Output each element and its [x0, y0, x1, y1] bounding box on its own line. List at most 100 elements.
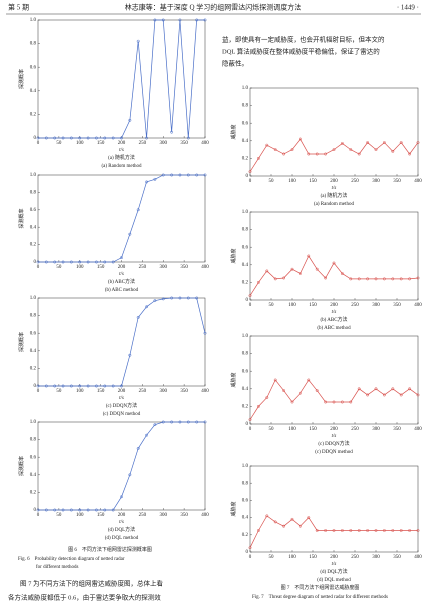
x-tick-label: 150 [97, 265, 105, 270]
x-tick-label: 150 [97, 141, 105, 146]
data-point [349, 148, 353, 152]
data-point [44, 260, 48, 264]
data-point [61, 260, 65, 264]
data-point [340, 400, 344, 404]
data-point [256, 156, 260, 160]
data-point [366, 277, 370, 281]
data-point [111, 384, 115, 388]
x-tick-label: 400 [414, 303, 422, 308]
data-point [391, 387, 395, 391]
y-tick-label: 0.6 [242, 121, 249, 126]
x-tick-label: 300 [160, 141, 168, 146]
series-line [249, 515, 418, 548]
x-tick-label: 200 [118, 389, 126, 394]
x-tick-label: 300 [160, 265, 168, 270]
x-tick-label: 0 [37, 265, 40, 270]
data-point [248, 294, 252, 298]
x-tick-label: 200 [330, 427, 338, 432]
x-tick-label: 50 [269, 179, 275, 184]
data-point [315, 529, 319, 532]
x-tick-label: 350 [180, 141, 188, 146]
panel-title: (c) DDQN method [103, 412, 141, 417]
data-point [340, 141, 344, 145]
x-axis-label: t/s [119, 272, 124, 277]
y-tick-label: 0.2 [30, 367, 37, 372]
data-point [103, 260, 107, 264]
data-point [120, 495, 123, 499]
x-tick-label: 250 [351, 179, 359, 184]
data-point [315, 389, 319, 393]
data-point [53, 260, 57, 264]
data-point [136, 446, 140, 450]
data-point [145, 180, 149, 184]
data-point [61, 136, 65, 140]
x-axis-label: t/s [119, 148, 124, 153]
data-point [145, 305, 149, 309]
x-axis-label: t/s [332, 434, 337, 439]
data-point [282, 276, 286, 280]
panel-title: (a) Random method [102, 164, 142, 169]
data-point [324, 276, 328, 280]
x-tick-label: 400 [201, 513, 209, 518]
data-point [36, 508, 40, 512]
panel-title: (a) Random method [314, 202, 354, 207]
panel-title: (b) ABC方法 [108, 278, 135, 285]
data-point [103, 384, 107, 388]
data-point [178, 420, 182, 424]
x-axis-label: t/s [332, 562, 337, 567]
data-point [332, 529, 336, 532]
data-point [195, 18, 199, 22]
panel-title: (c) DDQN方法 [318, 440, 349, 447]
data-point [382, 141, 386, 145]
x-tick-label: 300 [372, 427, 380, 432]
data-point [53, 136, 57, 140]
data-point [324, 529, 328, 532]
y-tick-label: 0.6 [30, 455, 37, 460]
data-point [282, 152, 286, 156]
y-axis-label: 威胁度 [230, 124, 237, 139]
data-point [399, 393, 403, 397]
x-tick-label: 350 [180, 265, 188, 270]
data-point [382, 393, 386, 397]
figure-caption: Fig. 7 Threat degree diagram of netted r… [252, 595, 388, 600]
data-point [203, 331, 207, 335]
data-point [357, 277, 361, 281]
data-point [256, 404, 260, 408]
x-tick-label: 300 [372, 303, 380, 308]
y-tick-label: 0.8 [242, 352, 249, 357]
data-point [324, 400, 328, 404]
data-point [391, 149, 395, 153]
y-tick-label: 0.8 [242, 228, 249, 233]
data-point [78, 136, 82, 140]
y-tick-label: 0.8 [30, 314, 37, 319]
data-point [374, 529, 378, 532]
y-tick-label: 0.2 [242, 405, 249, 410]
data-point [366, 529, 370, 532]
data-point [265, 396, 269, 400]
data-point [265, 143, 269, 147]
x-tick-label: 350 [393, 303, 401, 308]
x-tick-label: 350 [393, 555, 401, 560]
x-tick-label: 0 [249, 179, 252, 184]
data-point [273, 277, 277, 281]
data-point [195, 420, 199, 424]
x-tick-label: 300 [160, 389, 168, 394]
x-tick-label: 50 [269, 427, 275, 432]
data-point [186, 420, 190, 424]
x-tick-label: 250 [139, 141, 147, 146]
x-tick-label: 50 [56, 513, 62, 518]
data-point [408, 277, 412, 281]
x-tick-label: 400 [414, 555, 422, 560]
page-number: · 1449 · [397, 4, 419, 12]
x-tick-label: 250 [351, 427, 359, 432]
data-point [391, 529, 395, 532]
data-point [366, 393, 370, 397]
data-point [178, 296, 182, 300]
y-tick-label: 0.4 [242, 139, 249, 144]
data-point [256, 280, 260, 284]
y-tick-label: 0.4 [242, 516, 249, 521]
x-tick-label: 150 [309, 303, 317, 308]
x-axis-label: t/s [119, 520, 124, 525]
data-point [103, 136, 107, 140]
data-point [256, 529, 260, 532]
